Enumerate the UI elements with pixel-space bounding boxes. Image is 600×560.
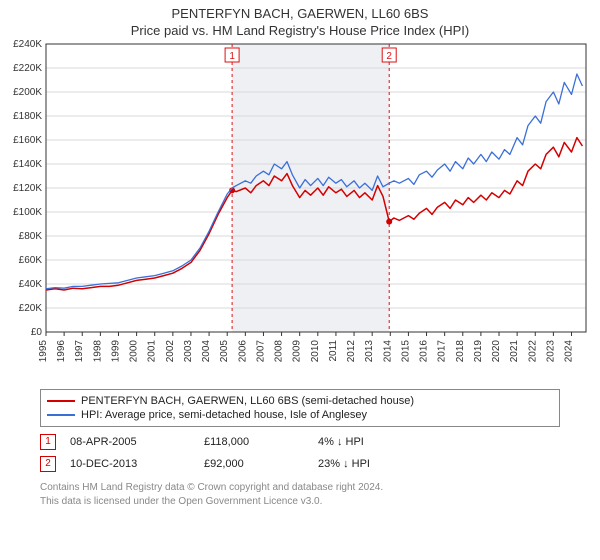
x-tick-label: 2018 <box>455 340 466 363</box>
legend-label: PENTERFYN BACH, GAERWEN, LL60 6BS (semi-… <box>81 395 414 407</box>
y-tick-label: £60K <box>19 255 43 266</box>
x-tick-label: 2011 <box>328 340 339 362</box>
x-tick-label: 2002 <box>165 340 176 363</box>
x-tick-label: 2024 <box>564 340 575 363</box>
event-marker-number: 1 <box>229 51 235 62</box>
footer-line2: This data is licensed under the Open Gov… <box>40 495 560 509</box>
legend-label: HPI: Average price, semi-detached house,… <box>81 409 367 421</box>
series-point <box>386 219 392 225</box>
x-tick-label: 2013 <box>364 340 375 363</box>
x-tick-label: 2021 <box>509 340 520 363</box>
y-tick-label: £120K <box>13 183 42 194</box>
event-row: 1 08-APR-2005 £118,000 4% ↓ HPI <box>40 431 560 453</box>
x-tick-label: 2020 <box>491 340 502 363</box>
x-tick-label: 2009 <box>292 340 303 363</box>
chart-container: PENTERFYN BACH, GAERWEN, LL60 6BS Price … <box>0 0 600 508</box>
event-marker-number: 2 <box>386 51 392 62</box>
x-tick-label: 2019 <box>473 340 484 363</box>
y-tick-label: £180K <box>13 111 42 122</box>
x-tick-label: 2014 <box>382 340 393 363</box>
x-tick-label: 2008 <box>274 340 285 363</box>
x-tick-label: 1995 <box>38 340 49 363</box>
x-tick-label: 1998 <box>92 340 103 363</box>
x-tick-label: 1999 <box>110 340 121 363</box>
y-tick-label: £140K <box>13 159 42 170</box>
footer-line1: Contains HM Land Registry data © Crown c… <box>40 481 560 495</box>
legend-swatch <box>47 414 75 416</box>
y-tick-label: £100K <box>13 207 42 218</box>
legend-item: PENTERFYN BACH, GAERWEN, LL60 6BS (semi-… <box>47 394 553 408</box>
event-date: 08-APR-2005 <box>70 436 190 448</box>
x-tick-label: 2010 <box>310 340 321 363</box>
x-tick-label: 1996 <box>56 340 67 363</box>
event-number-box: 1 <box>40 434 56 450</box>
x-tick-label: 2001 <box>147 340 158 363</box>
chart-area: £0 £20K £40K £60K £80K £100K £120K £140K £160K £1… <box>0 38 600 383</box>
legend-box: PENTERFYN BACH, GAERWEN, LL60 6BS (semi-… <box>40 389 560 427</box>
legend-swatch <box>47 400 75 402</box>
x-tick-label: 2016 <box>419 340 430 363</box>
event-list: 1 08-APR-2005 £118,000 4% ↓ HPI 2 10-DEC-2013… <box>40 431 560 475</box>
x-tick-label: 2007 <box>255 340 266 363</box>
event-pct: 4% ↓ HPI <box>318 436 438 448</box>
x-tick-label: 2000 <box>129 340 140 363</box>
x-tick-label: 1997 <box>74 340 85 363</box>
x-tick-label: 2023 <box>545 340 556 363</box>
y-tick-label: £80K <box>19 231 43 242</box>
x-tick-label: 2006 <box>237 340 248 363</box>
y-tick-label: £20K <box>19 303 43 314</box>
title-address: PENTERFYN BACH, GAERWEN, LL60 6BS <box>0 6 600 21</box>
line-chart-svg: £0 £20K £40K £60K £80K £100K £120K £140K £160K £1… <box>0 38 600 378</box>
y-tick-label: £240K <box>13 39 42 50</box>
y-tick-label: £0 <box>31 327 43 338</box>
title-block: PENTERFYN BACH, GAERWEN, LL60 6BS Price … <box>0 0 600 38</box>
y-tick-label: £200K <box>13 87 42 98</box>
event-row: 2 10-DEC-2013 £92,000 23% ↓ HPI <box>40 453 560 475</box>
x-tick-label: 2005 <box>219 340 230 363</box>
title-subtitle: Price paid vs. HM Land Registry's House … <box>0 23 600 38</box>
y-tick-label: £40K <box>19 279 43 290</box>
x-tick-label: 2017 <box>437 340 448 363</box>
event-date: 10-DEC-2013 <box>70 458 190 470</box>
event-number-box: 2 <box>40 456 56 472</box>
legend-item: HPI: Average price, semi-detached house,… <box>47 408 553 422</box>
event-price: £118,000 <box>204 436 304 448</box>
y-tick-label: £160K <box>13 135 42 146</box>
x-tick-label: 2012 <box>346 340 357 363</box>
x-tick-label: 2004 <box>201 340 212 363</box>
x-tick-label: 2015 <box>400 340 411 363</box>
y-tick-label: £220K <box>13 63 42 74</box>
x-tick-label: 2022 <box>527 340 538 363</box>
event-pct: 23% ↓ HPI <box>318 458 438 470</box>
x-tick-label: 2003 <box>183 340 194 363</box>
footer-attribution: Contains HM Land Registry data © Crown c… <box>40 481 560 508</box>
event-price: £92,000 <box>204 458 304 470</box>
